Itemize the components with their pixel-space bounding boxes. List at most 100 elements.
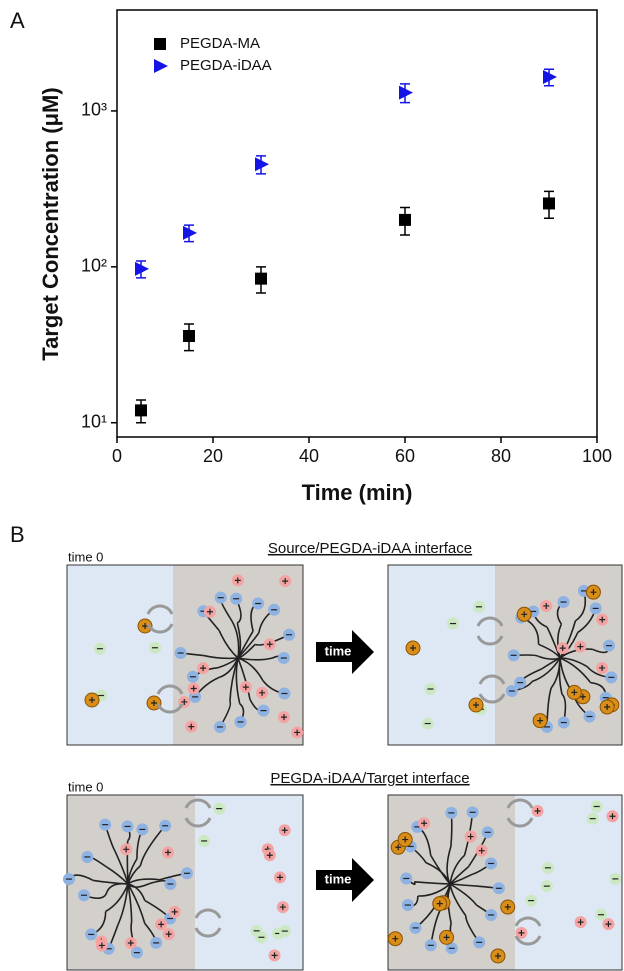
polymer-backbone [237,632,260,659]
polymer-backbone [127,883,133,922]
ion [268,603,281,616]
ion [84,692,100,708]
time-label: time 0 [68,779,103,794]
ion-sign [266,641,273,648]
polymer-backbone [237,657,264,681]
ion [168,905,181,918]
ion-sign [590,589,597,596]
marker [183,225,197,240]
ion [278,925,291,938]
arrow-label: time [325,871,352,886]
ion [93,642,106,655]
polymer-backbone [203,654,239,660]
polymer-backbone [217,657,239,669]
polymer-backbone [538,655,561,660]
marker [135,261,149,276]
marker [399,213,411,226]
ion [490,948,506,964]
exchange-arrow [156,703,184,714]
ion-sign [395,844,402,851]
x-tick-label: 100 [582,446,612,466]
ion [596,661,609,674]
polymer-backbone [559,620,577,659]
ion [586,812,599,825]
ion [405,640,421,656]
ion-sign [242,684,249,691]
ion [540,880,553,893]
ion [255,931,268,944]
ion [99,818,112,831]
ion [161,846,174,859]
exchange-arrow [514,935,542,946]
ion [81,850,94,863]
x-tick-label: 60 [395,446,415,466]
ion-sign [467,833,474,840]
polymer-backbone [449,883,479,887]
polymer-backbone [449,883,478,906]
ion-sign [436,900,443,907]
ion-sign [282,578,289,585]
ion [424,939,437,952]
ion [257,704,270,717]
ion [187,682,200,695]
ion [515,926,528,939]
ion-sign [599,664,606,671]
time-arrow [316,630,374,674]
ion [532,713,548,729]
polymer-backbone [559,657,592,684]
ion-sign [392,935,399,942]
ion [541,861,554,874]
ion [583,710,596,723]
marker [255,157,269,172]
ion-sign [571,689,578,696]
x-tick-label: 80 [491,446,511,466]
ion [252,597,265,610]
ion [556,642,569,655]
ion-sign [123,846,130,853]
polymer-backbone [218,630,239,659]
ion [605,671,618,684]
ion [397,832,413,848]
ion-sign [518,929,525,936]
ion [603,639,616,652]
x-tick-label: 40 [299,446,319,466]
polymer-backbone [550,657,561,689]
ion [432,896,448,912]
marker [154,38,166,50]
ion [445,942,458,955]
ion [197,662,210,675]
ion [150,936,163,949]
exchange-arrow [146,604,174,615]
polymer-backbone [414,881,451,885]
ion [273,871,286,884]
ion [239,681,252,694]
exchange-arrow [506,817,534,828]
polymer-backbone [557,623,563,659]
ion [439,929,455,945]
ion-sign [577,919,584,926]
exchange-arrow [476,616,504,627]
ion-sign [478,847,485,854]
ion-sign [127,940,134,947]
legend-label: PEGDA-iDAA [180,57,272,74]
ion [159,819,172,832]
ion [609,872,622,885]
time-label: time 0 [68,549,103,564]
ion [574,640,587,653]
ion-sign [271,952,278,959]
ion [424,683,437,696]
ion-sign [142,623,148,629]
box [387,794,623,971]
y-tick-label: 10¹ [81,411,107,431]
ion-sign [559,645,566,652]
ion [400,872,413,885]
ion [164,878,177,891]
ion [124,937,137,950]
ion [148,641,161,654]
ion [500,899,516,915]
ion-sign [537,717,544,724]
ion [589,602,602,615]
ion [507,649,520,662]
ion [136,823,149,836]
